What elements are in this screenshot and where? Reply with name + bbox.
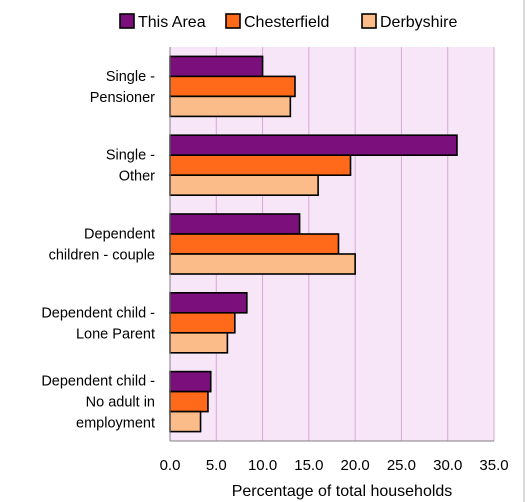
legend-swatch	[361, 13, 377, 29]
legend-label: Chesterfield	[244, 14, 329, 31]
x-axis-title: Percentage of total households	[232, 483, 453, 500]
category-label: Dependent child -Lone Parent	[41, 305, 155, 342]
bar-chesterfield	[169, 154, 352, 176]
bar-this-area	[169, 291, 248, 314]
bar-chesterfield	[169, 75, 296, 98]
category-label: Dependent children - couple	[49, 227, 155, 264]
x-tick-label: 20.0	[341, 457, 370, 474]
legend-swatch	[225, 13, 241, 29]
category-label: Single -Other	[106, 148, 155, 185]
bar-this-area	[169, 213, 301, 235]
bar-derbyshire	[169, 253, 356, 275]
bar-this-area	[169, 134, 458, 156]
category-labels: Single -Pensioner Single -Other Dependent c…	[41, 69, 155, 432]
legend-item-this-area: This Area	[119, 13, 206, 31]
legend-label: This Area	[138, 14, 206, 31]
x-tick-label: 30.0	[433, 457, 462, 474]
legend-swatch	[119, 13, 135, 29]
bar-derbyshire	[169, 410, 202, 433]
right-edge-rule	[523, 0, 525, 502]
x-tick-label: 35.0	[479, 457, 508, 474]
bar-this-area	[169, 370, 212, 393]
x-tick-label: 0.0	[160, 457, 181, 474]
bar-chesterfield	[169, 390, 209, 413]
x-tick-label: 15.0	[294, 457, 323, 474]
bars	[169, 55, 458, 433]
legend: This Area Chesterfield Derbyshire	[119, 13, 457, 31]
bar-derbyshire	[169, 174, 319, 196]
category-label: Dependent child -No adult in employment	[41, 374, 155, 432]
category-label: Single -Pensioner	[90, 69, 155, 106]
bar-this-area	[169, 55, 264, 78]
bar-derbyshire	[169, 95, 292, 118]
x-tick-label: 25.0	[387, 457, 416, 474]
x-tick-labels: 0.0 5.0 10.0 15.0 20.0 25.0 30.0 35.0	[160, 457, 509, 474]
bar-derbyshire	[169, 331, 229, 354]
legend-label: Derbyshire	[380, 14, 457, 31]
legend-item-derbyshire: Derbyshire	[361, 13, 457, 31]
bar-chesterfield	[169, 233, 340, 255]
legend-item-chesterfield: Chesterfield	[225, 13, 329, 31]
x-tick-label: 5.0	[206, 457, 227, 474]
bar-chesterfield	[169, 311, 236, 334]
x-tick-label: 10.0	[248, 457, 277, 474]
